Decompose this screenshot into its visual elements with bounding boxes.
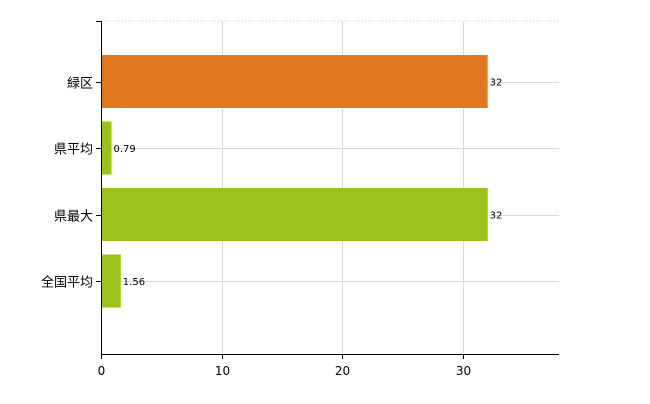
x-tick-label: 0 [98,364,106,378]
category-label: 緑区 [67,77,93,92]
value-label: 32 [490,78,503,89]
x-tick-label: 20 [335,364,350,378]
x-tick-label: 30 [456,364,471,378]
value-label: 1.56 [123,277,145,288]
bar [102,188,488,241]
value-label: 32 [490,211,503,222]
category-label: 県最大 [54,210,93,225]
category-label: 全国平均 [41,275,93,291]
bar [102,55,488,108]
bars-group [102,55,488,308]
x-tick-label: 10 [215,364,230,378]
bar [102,254,121,308]
bar [102,121,112,175]
value-label: 0.79 [114,144,136,155]
axes-group [96,21,559,359]
category-label: 県平均 [54,143,93,158]
